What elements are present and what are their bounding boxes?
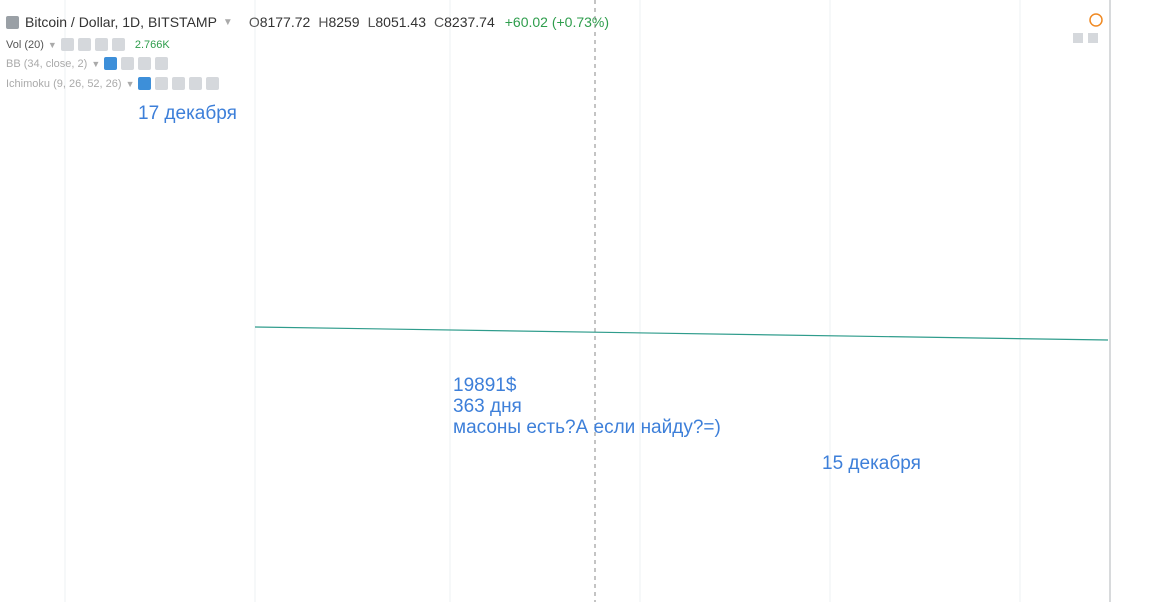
icon[interactable]	[111, 38, 125, 51]
alert-icon[interactable]	[1089, 13, 1103, 27]
ohlc-item: O8177.72	[249, 14, 311, 30]
icon[interactable]	[104, 57, 118, 70]
date-grid	[64, 0, 1021, 602]
indicator-name[interactable]: Vol (20)	[6, 38, 44, 51]
indicator-name[interactable]: BB (34, close, 2)	[6, 57, 88, 70]
icon[interactable]	[172, 77, 186, 90]
icon[interactable]	[138, 77, 152, 90]
indicator: Vol (20) ▼ 2.766K	[6, 38, 170, 51]
icon[interactable]	[60, 38, 74, 51]
ohlc-item: H8259	[318, 14, 359, 30]
ohlc-value: 8051.43	[375, 14, 426, 30]
ohlc-legend: O8177.72 H8259 L8051.43 C8237.74	[249, 14, 495, 30]
indicator: BB (34, close, 2) ▼	[6, 57, 169, 70]
ohlc-value: 8259	[328, 14, 360, 30]
icon[interactable]	[189, 77, 203, 90]
icon[interactable]	[155, 57, 169, 70]
ohlc-item: C8237.74	[434, 14, 495, 30]
annotation: 17 декабря	[138, 103, 237, 124]
dropdown[interactable]: ▼	[47, 39, 57, 50]
annotation: масоны есть?А если найду?=)	[453, 417, 721, 438]
ohlc-key: H	[318, 14, 329, 30]
dropdown[interactable]: ▼	[125, 78, 135, 89]
icon[interactable]	[94, 38, 108, 51]
annotation: 363 дня	[453, 396, 522, 417]
indicator: Ichimoku (9, 26, 52, 26) ▼	[6, 77, 220, 90]
icon[interactable]	[1088, 33, 1098, 43]
icon[interactable]	[77, 38, 91, 51]
annotation: 19891$	[453, 375, 517, 396]
dropdown[interactable]: ▼	[222, 16, 233, 28]
trend-line	[254, 326, 1109, 341]
symbol[interactable]: Bitcoin / Dollar, 1D, BITSTAMP	[25, 14, 217, 30]
icon[interactable]	[121, 57, 135, 70]
ohlc-key: L	[367, 14, 376, 30]
icon[interactable]	[1073, 33, 1083, 43]
dropdown[interactable]: ▼	[91, 58, 101, 69]
icon[interactable]	[155, 77, 169, 90]
annotation: 15 декабря	[822, 453, 921, 474]
indicator-value: 2.766K	[134, 38, 170, 51]
change: +60.02 (+0.73%)	[504, 14, 610, 30]
ohlc-value: 8237.74	[444, 14, 495, 30]
header: Bitcoin / Dollar, 1D, BITSTAMP ▼ O8177.7…	[6, 14, 609, 30]
ohlc-value: 8177.72	[259, 14, 311, 30]
symbol-icon	[6, 15, 19, 29]
indicator-name[interactable]: Ichimoku (9, 26, 52, 26)	[6, 77, 122, 90]
ohlc-item: L8051.43	[368, 14, 426, 30]
ohlc-key: C	[434, 14, 445, 30]
icon[interactable]	[138, 57, 152, 70]
icon[interactable]	[206, 77, 220, 90]
ohlc-key: O	[248, 14, 260, 30]
